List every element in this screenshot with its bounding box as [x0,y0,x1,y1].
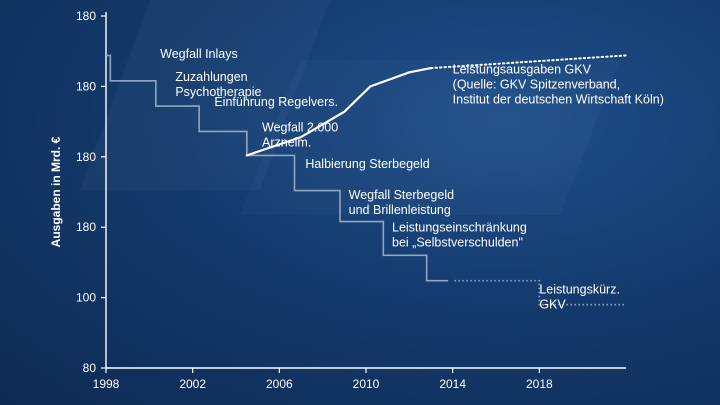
annotation-line: Arzneim. [262,135,311,149]
y-tick-label: 80 [83,361,97,375]
annotation-line: Wegfall 2.000 [262,120,338,134]
y-tick-label: 180 [76,79,96,93]
annotation-line: Leistungseinschränkung [392,220,527,234]
x-tick-label: 2002 [179,377,206,391]
annotation-line: Einführung Regelvers. [214,95,338,109]
annotation-label: Wegfall Inlays [160,47,238,61]
y-axis-label: Ausgaben in Mrd. € [49,136,63,247]
annotation-label: Leistungseinschränkung bei „Selbstverschu… [392,220,527,249]
annotation-line: Leistungskürz. [539,282,620,296]
x-tick-label: 2014 [439,377,466,391]
annotation-line: Institut der deutschen Wirtschaft Köln) [453,93,664,107]
annotation-label: Leistungskürz. GKV [539,282,620,311]
expenditure-dotted-line [430,54,627,70]
annotation-line: und Brillenleistung [349,203,451,217]
annotation-label: Halbierung Sterbegeld [305,157,429,171]
annotation-line: (Quelle: GKV Spitzenverband, [453,78,620,92]
x-tick-label: 2018 [526,377,553,391]
y-tick-label: 180 [76,220,96,234]
x-tick-label: 1998 [93,377,120,391]
x-tick-label: 2010 [353,377,380,391]
annotation-line: bei „Selbstverschulden" [392,235,523,249]
annotation-line: Halbierung Sterbegeld [305,157,429,171]
annotation-label: Einführung Regelvers. [214,95,338,109]
annotation-line: GKV [539,297,566,311]
annotation-label: Leistungsausgaben GKV (Quelle: GKV Spitze… [453,63,664,107]
annotation-label: Zuzahlungen Psychotherapie [175,70,261,99]
annotation-line: Wegfall Inlays [160,47,238,61]
annotation-line: Psychotherapie [175,85,261,99]
x-tick-label: 2006 [266,377,293,391]
annotation-line: Wegfall Sterbegeld [349,188,454,202]
annotation-label: Wegfall Sterbegeld und Brillenleistung [349,188,454,217]
expenditure-line [245,66,433,157]
y-tick-label: 100 [76,291,96,305]
staircase-dotted-line [454,279,626,306]
staircase-line [106,54,449,282]
annotation-line: Leistungsausgaben GKV [453,63,592,77]
y-tick-label: 180 [76,9,96,23]
y-tick-label: 180 [76,150,96,164]
annotation-line: Zuzahlungen [175,70,247,84]
annotation-label: Wegfall 2.000 Arzneim. [262,120,338,149]
